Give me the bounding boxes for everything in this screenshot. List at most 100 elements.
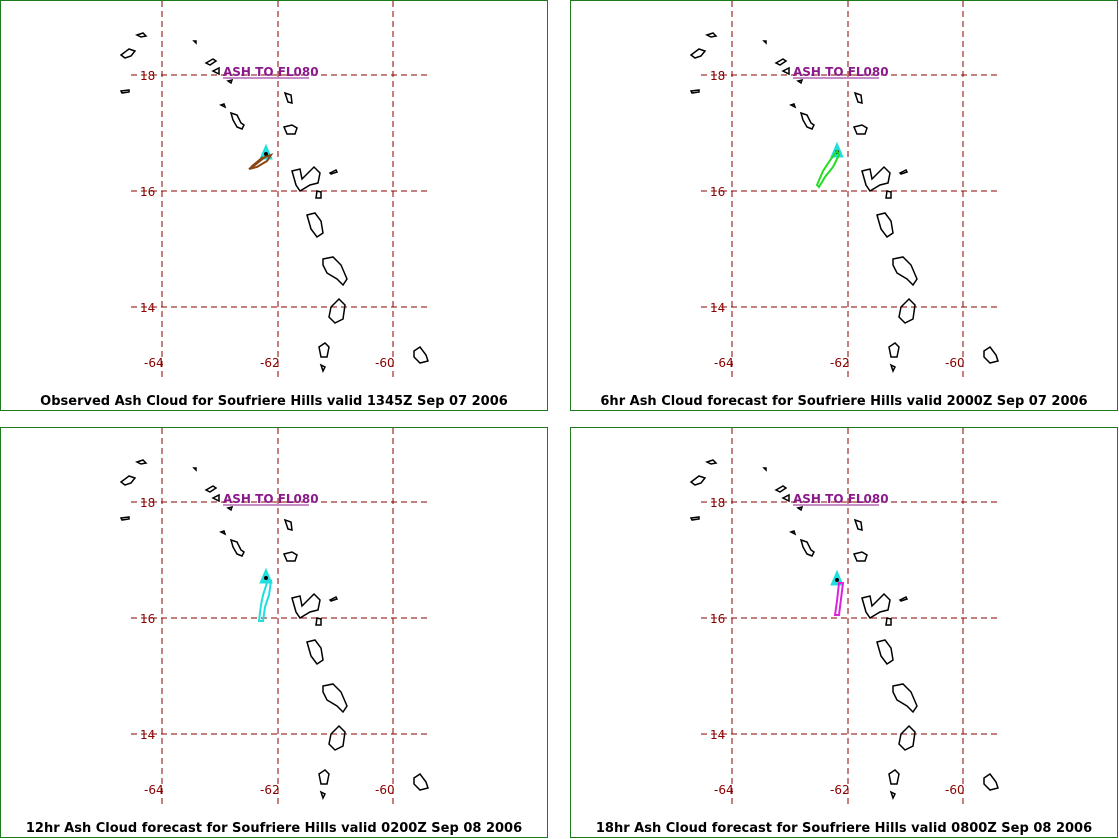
lat-tick-label: 14 — [710, 728, 725, 742]
island-outline — [852, 124, 868, 135]
map-18hr: 18 16 14 -64 -62 -60 ASH TO FL080 — [689, 428, 1001, 808]
island-outline — [861, 592, 891, 620]
lon-tick-label: -60 — [945, 783, 965, 797]
lat-tick-label: 16 — [140, 612, 155, 626]
island-outline — [226, 505, 234, 512]
lat-tick-label: 16 — [710, 185, 725, 199]
island-outline — [291, 592, 321, 620]
panel-caption: 6hr Ash Cloud forecast for Soufriere Hil… — [600, 394, 1088, 409]
island-outline — [898, 595, 909, 602]
island-outline — [781, 66, 790, 76]
island-outline — [282, 124, 298, 135]
panel-18hr-forecast: 18 16 14 -64 -62 -60 ASH TO FL080 18hr Ash Clo… — [570, 427, 1118, 838]
island-outline — [983, 772, 999, 791]
island-outline — [853, 91, 863, 104]
island-outline — [892, 256, 918, 287]
island-outline — [705, 459, 718, 465]
island-outline — [796, 78, 804, 85]
island-outline — [853, 518, 863, 531]
island-outline — [135, 459, 148, 465]
island-outline — [799, 111, 815, 130]
island-outline — [413, 772, 429, 791]
lon-tick-label: -62 — [830, 356, 850, 370]
ash-cloud-outline — [248, 153, 274, 170]
coastlines — [119, 32, 429, 373]
island-outline — [885, 190, 892, 199]
island-outline — [315, 617, 322, 626]
panel-caption: 12hr Ash Cloud forecast for Soufriere Hi… — [25, 821, 523, 836]
panel-observed: 18 16 14 -64 -62 -60 ASH TO FL080 Observed Ash… — [0, 0, 548, 411]
island-outline — [898, 297, 916, 324]
island-outline — [328, 724, 346, 751]
island-outline — [318, 769, 330, 785]
ash-height-label: ASH TO FL080 — [793, 65, 889, 79]
island-outline — [328, 595, 339, 602]
lon-tick-label: -62 — [830, 783, 850, 797]
island-outline — [135, 32, 148, 38]
island-outline — [283, 91, 293, 104]
ash-height-label: ASH TO FL080 — [223, 65, 319, 79]
island-outline — [689, 516, 700, 521]
map-6hr: 18 16 14 -64 -62 -60 ASH TO FL080 — [689, 1, 1001, 381]
island-outline — [781, 493, 790, 503]
island-outline — [892, 683, 918, 714]
island-outline — [119, 516, 130, 521]
coastlines — [689, 32, 999, 373]
island-outline — [204, 485, 218, 493]
island-outline — [861, 165, 891, 193]
volcano-dot — [264, 576, 268, 580]
map-observed: 18 16 14 -64 -62 -60 ASH TO FL080 — [119, 1, 431, 381]
island-outline — [328, 168, 339, 175]
island-outline — [119, 475, 137, 486]
ash-cloud-outline — [815, 149, 841, 189]
ash-cloud-outline — [833, 582, 845, 616]
island-outline — [226, 78, 234, 85]
lon-tick-label: -62 — [260, 783, 280, 797]
island-outline — [789, 530, 797, 536]
island-outline — [283, 518, 293, 531]
ash-cloud-outline — [257, 579, 273, 622]
island-outline — [689, 475, 707, 486]
island-outline — [876, 639, 894, 666]
island-outline — [192, 467, 197, 472]
island-outline — [204, 58, 218, 66]
coastlines — [119, 459, 429, 800]
lat-tick-label: 16 — [710, 612, 725, 626]
island-outline — [322, 683, 348, 714]
island-outline — [211, 493, 220, 503]
island-outline — [689, 89, 700, 94]
island-outline — [889, 363, 897, 373]
lon-tick-label: -60 — [375, 356, 395, 370]
island-outline — [211, 66, 220, 76]
lon-tick-label: -64 — [714, 783, 734, 797]
island-outline — [119, 89, 130, 94]
island-outline — [852, 551, 868, 562]
island-outline — [319, 363, 327, 373]
island-outline — [889, 790, 897, 800]
lat-tick-label: 18 — [710, 496, 725, 510]
island-outline — [119, 48, 137, 59]
panel-12hr-forecast: 18 16 14 -64 -62 -60 ASH TO FL080 12hr Ash Clo… — [0, 427, 548, 838]
island-outline — [219, 103, 227, 109]
island-outline — [799, 538, 815, 557]
island-outline — [796, 505, 804, 512]
island-outline — [319, 790, 327, 800]
island-outline — [885, 617, 892, 626]
island-outline — [898, 724, 916, 751]
ash-height-label: ASH TO FL080 — [793, 492, 889, 506]
lon-tick-label: -64 — [714, 356, 734, 370]
island-outline — [689, 48, 707, 59]
volcano-dot — [835, 578, 839, 582]
island-outline — [306, 212, 324, 239]
lat-tick-label: 16 — [140, 185, 155, 199]
island-outline — [888, 769, 900, 785]
island-outline — [192, 40, 197, 45]
island-outline — [229, 111, 245, 130]
lon-tick-label: -64 — [144, 783, 164, 797]
lat-tick-label: 18 — [140, 496, 155, 510]
map-12hr: 18 16 14 -64 -62 -60 ASH TO FL080 — [119, 428, 431, 808]
island-outline — [306, 639, 324, 666]
panel-caption: Observed Ash Cloud for Soufriere Hills v… — [40, 394, 508, 409]
island-outline — [291, 165, 321, 193]
lat-tick-label: 14 — [140, 728, 155, 742]
